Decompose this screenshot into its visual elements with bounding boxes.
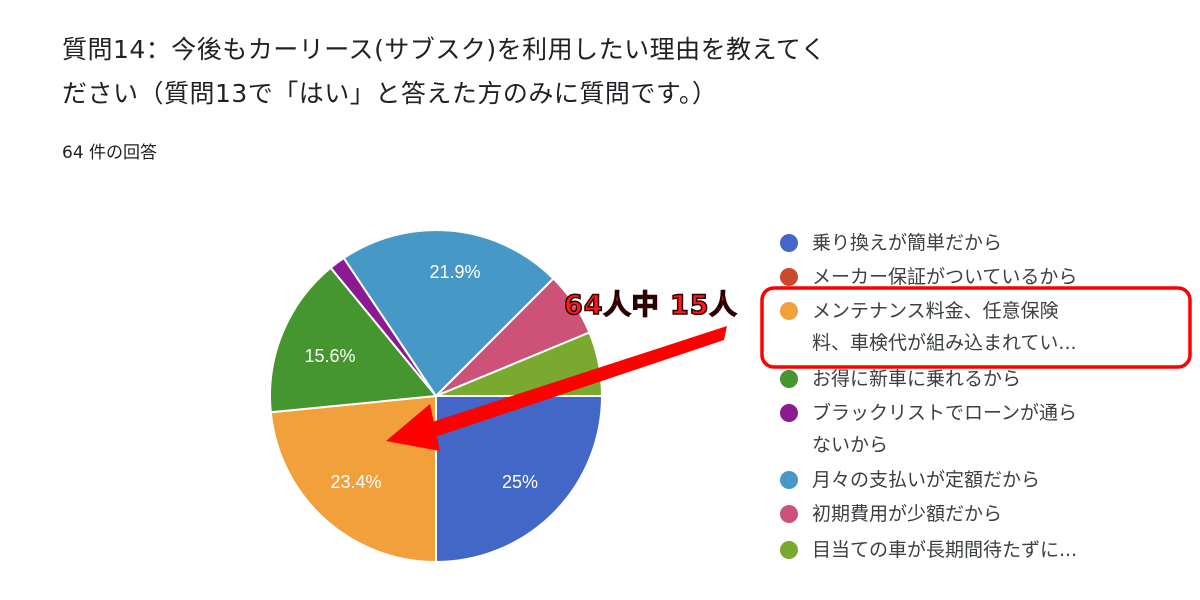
pie-label-0: 25% bbox=[502, 472, 538, 492]
pie-label-2: 23.4% bbox=[330, 472, 381, 492]
annotation-text: 64人中 15人 bbox=[563, 289, 738, 322]
question-title-line-1: 質問14：今後もカーリース(サブスク)を利用したい理由を教えてく bbox=[62, 35, 827, 64]
legend-label: 目当ての車が長期間待たずに... bbox=[812, 539, 1078, 561]
legend-item[interactable]: メーカー保証がついているから bbox=[780, 263, 1132, 293]
legend-item[interactable]: 目当ての車が長期間待たずに... bbox=[780, 536, 1132, 566]
legend-dot-icon bbox=[780, 471, 798, 489]
pie-label-5: 21.9% bbox=[429, 262, 480, 282]
legend-label: メンテナンス料金、任意保険 料、車検代が組み込まれてい... bbox=[812, 295, 1132, 359]
legend-label: 乗り換えが簡単だから bbox=[812, 232, 1003, 254]
pie-slice-5[interactable] bbox=[342, 229, 555, 397]
legend-item-highlighted[interactable]: メンテナンス料金、任意保険 料、車検代が組み込まれてい... bbox=[780, 297, 1132, 359]
legend-item[interactable]: 初期費用が少額だから bbox=[780, 500, 1132, 530]
legend-label: お得に新車に乗れるから bbox=[812, 368, 1022, 390]
legend-label-line-2: ないから bbox=[812, 434, 889, 456]
question-title-line-2: ださい（質問13で「はい」と答えた方のみに質問です。） bbox=[62, 79, 718, 108]
legend-dot-icon bbox=[780, 541, 798, 559]
legend-label: ブラックリストでローンが通ら ないから bbox=[812, 397, 1132, 461]
legend-item[interactable]: 乗り換えが簡単だから bbox=[780, 229, 1132, 259]
legend-label-line-2: 料、車検代が組み込まれてい... bbox=[812, 332, 1077, 354]
red-arrow-icon bbox=[386, 326, 727, 451]
question-title: 質問14：今後もカーリース(サブスク)を利用したい理由を教えてく ださい（質問1… bbox=[62, 28, 1062, 116]
legend-dot-icon bbox=[780, 404, 798, 422]
highlight-box bbox=[760, 286, 1192, 369]
response-count: 64 件の回答 bbox=[62, 143, 158, 163]
legend-item[interactable]: 月々の支払いが定額だから bbox=[780, 466, 1132, 496]
legend-item[interactable]: ブラックリストでローンが通ら ないから bbox=[780, 399, 1132, 461]
legend-label-line-1: ブラックリストでローンが通ら bbox=[812, 402, 1078, 424]
pie-slice-7[interactable] bbox=[435, 331, 604, 397]
legend-dot-icon bbox=[780, 505, 798, 523]
legend-label: メーカー保証がついているから bbox=[812, 266, 1078, 288]
legend-dot-icon bbox=[780, 302, 798, 320]
pie-slice-0[interactable] bbox=[435, 395, 603, 563]
legend-dot-icon bbox=[780, 268, 798, 286]
legend-label: 月々の支払いが定額だから bbox=[812, 469, 1041, 491]
legend-label-line-1: メンテナンス料金、任意保険 bbox=[812, 300, 1059, 322]
pie-label-3: 15.6% bbox=[304, 346, 355, 366]
legend-dot-icon bbox=[780, 370, 798, 388]
legend-dot-icon bbox=[780, 234, 798, 252]
pie-slice-3[interactable] bbox=[269, 266, 437, 414]
legend-item[interactable]: お得に新車に乗れるから bbox=[780, 365, 1132, 395]
legend-label: 初期費用が少額だから bbox=[812, 503, 1003, 525]
